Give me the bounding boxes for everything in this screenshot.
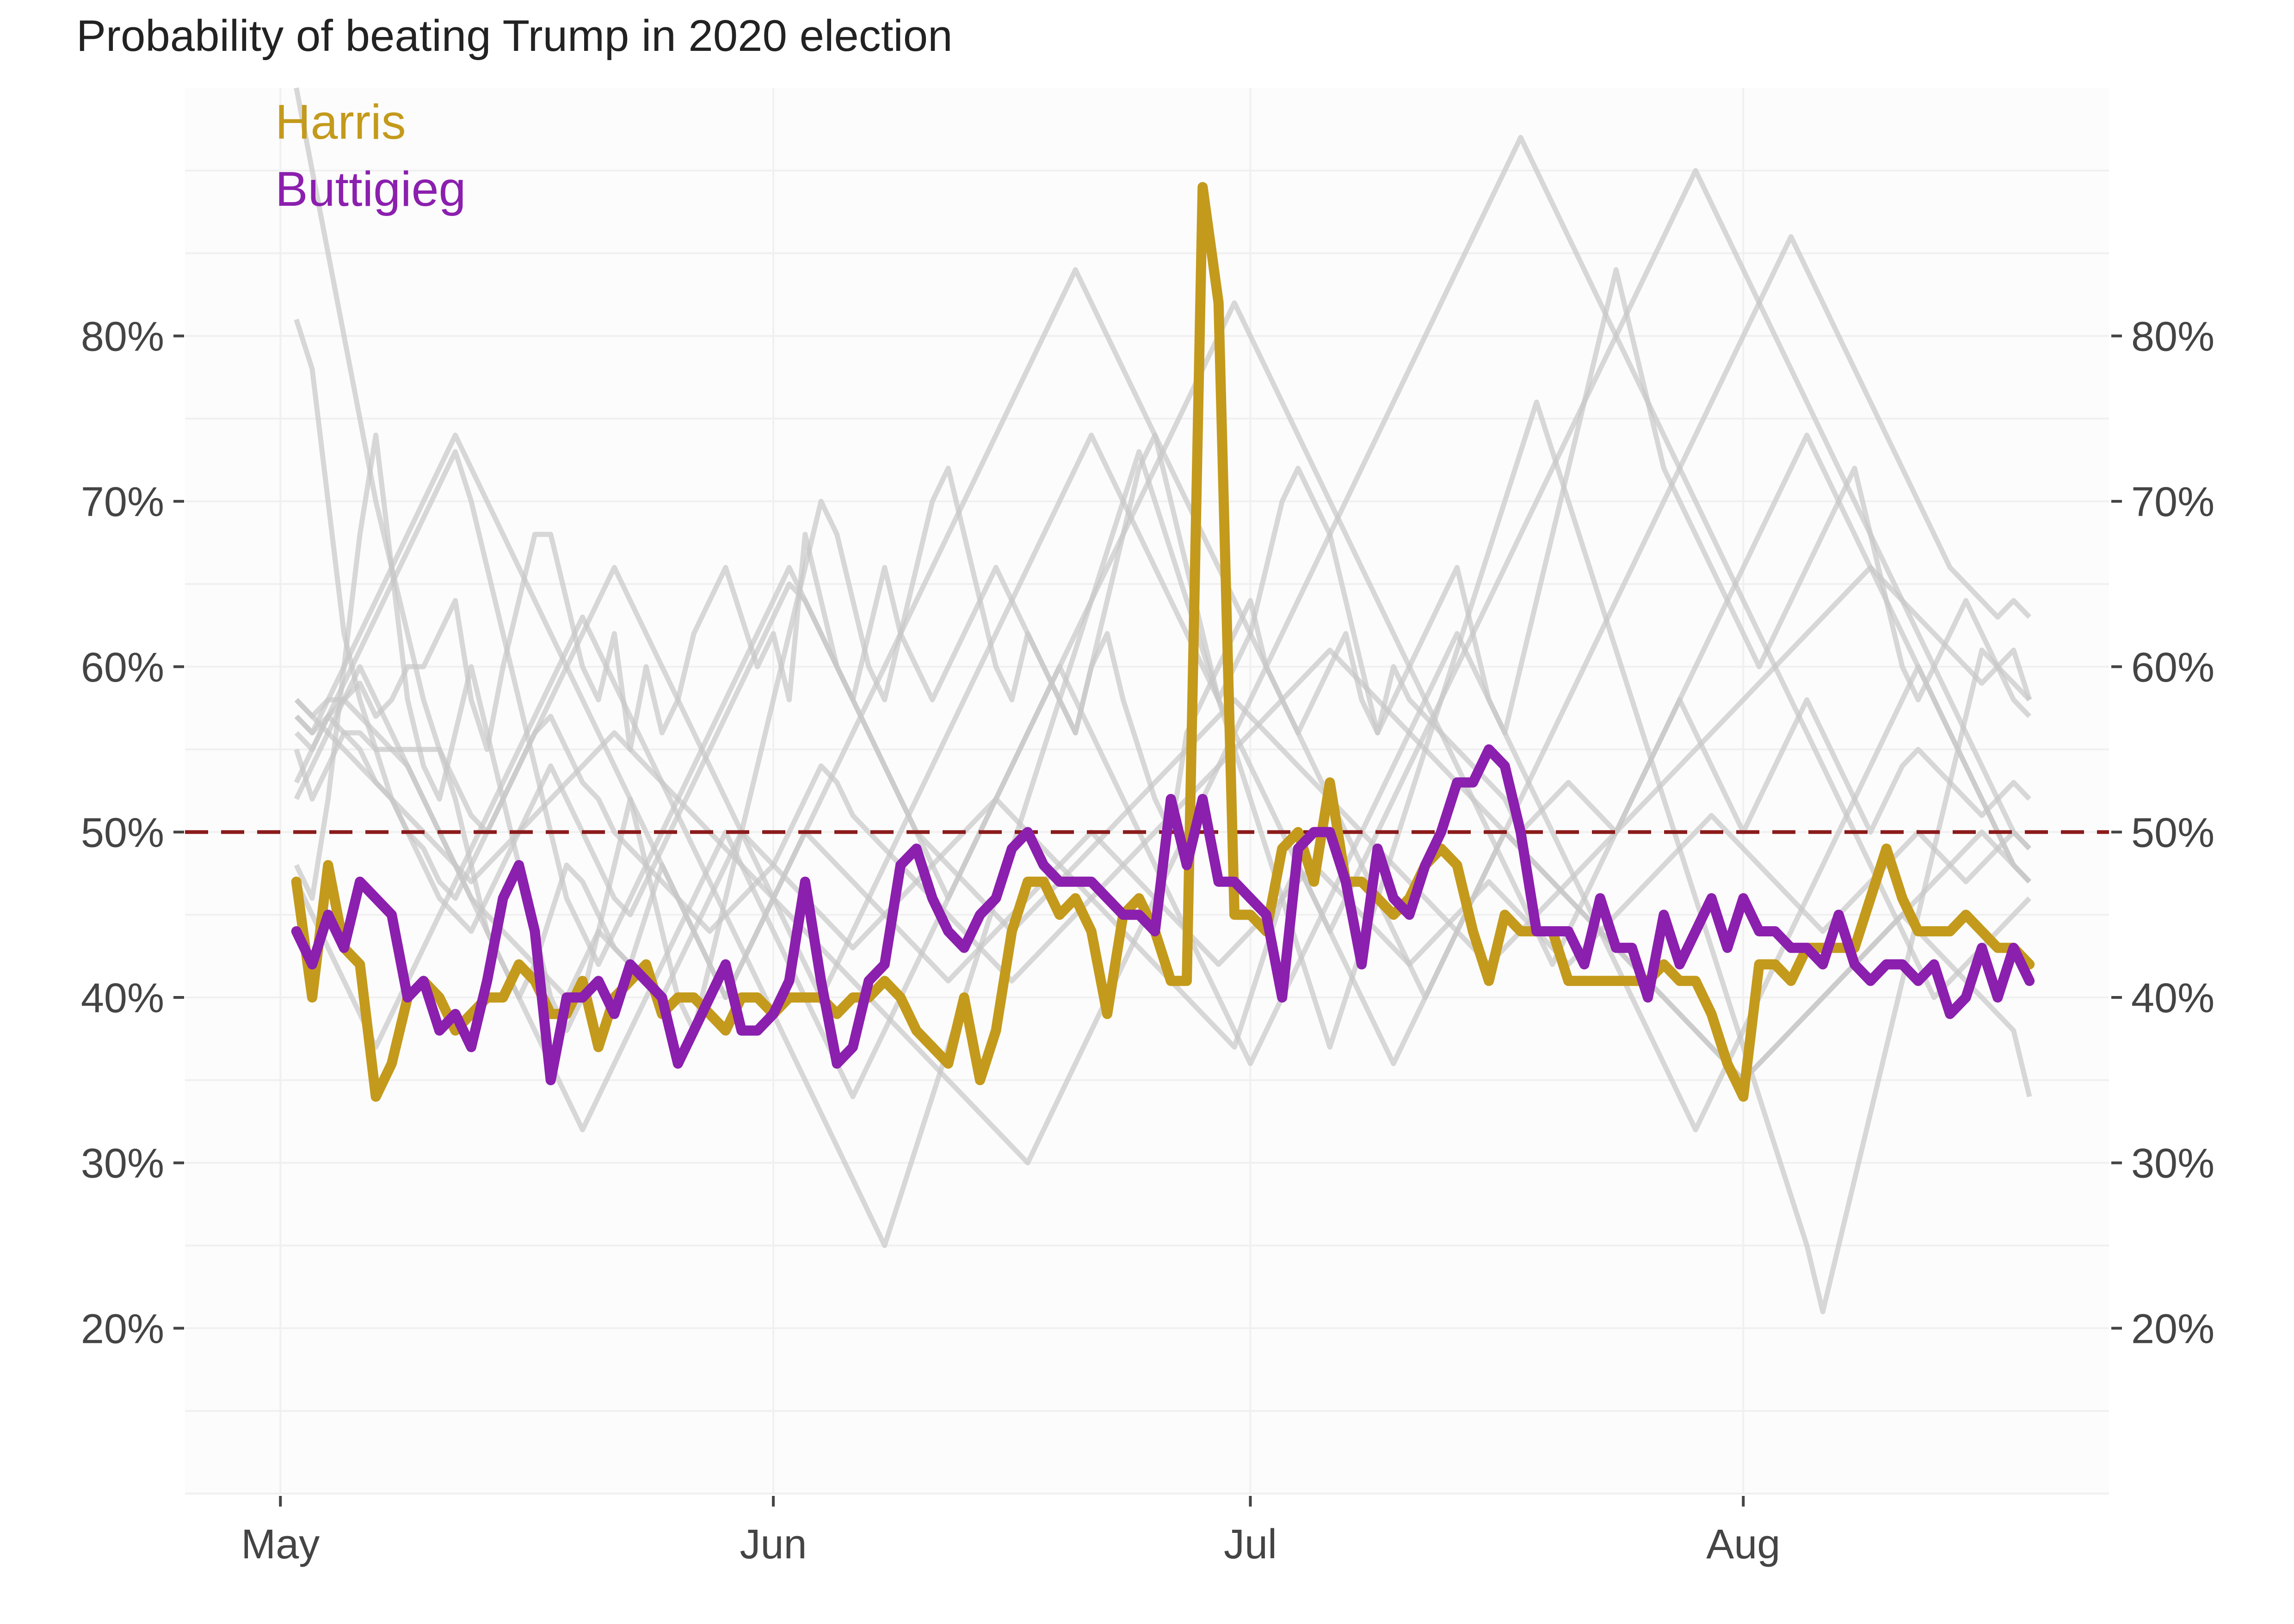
y-tick-label-right: 30% <box>2131 1141 2214 1187</box>
legend: Harris Buttigieg <box>275 95 466 216</box>
legend-label-buttigieg: Buttigieg <box>275 162 466 216</box>
y-tick-label-left: 30% <box>81 1141 164 1187</box>
y-tick-label-right: 20% <box>2131 1306 2214 1352</box>
y-tick-label-left: 40% <box>81 975 164 1021</box>
chart-title: Probability of beating Trump in 2020 ele… <box>76 11 953 61</box>
background-series-line <box>294 532 2032 835</box>
y-tick-label-left: 70% <box>81 479 164 525</box>
series-line-buttigieg <box>291 744 2035 1085</box>
background-series-line <box>294 400 2032 1315</box>
background-series-line <box>294 565 2032 967</box>
y-tick-label-right: 60% <box>2131 645 2214 691</box>
y-tick-label-right: 70% <box>2131 479 2214 525</box>
x-tick-label: May <box>241 1521 320 1568</box>
y-tick-label-right: 80% <box>2131 314 2214 360</box>
x-tick-label: Jun <box>740 1521 807 1568</box>
y-tick-label-left: 80% <box>81 314 164 360</box>
y-tick-label-right: 50% <box>2131 810 2214 856</box>
y-axis-left: 20% 30% 40% 50% 60% 70% 80% <box>81 314 184 1352</box>
background-series-line <box>294 234 2032 1000</box>
y-tick-label-left: 50% <box>81 810 164 856</box>
y-tick-label-left: 60% <box>81 645 164 691</box>
y-axis-right: 20% 30% 40% 50% 60% 70% 80% <box>2111 314 2214 1352</box>
highlighted-series-group <box>291 182 2035 1102</box>
x-axis: May Jun Jul Aug <box>241 1496 1780 1568</box>
y-tick-label-left: 20% <box>81 1306 164 1352</box>
x-tick-label: Aug <box>1706 1521 1780 1568</box>
x-tick-label: Jul <box>1224 1521 1277 1568</box>
y-tick-label-right: 40% <box>2131 975 2214 1021</box>
legend-label-harris: Harris <box>275 95 406 149</box>
